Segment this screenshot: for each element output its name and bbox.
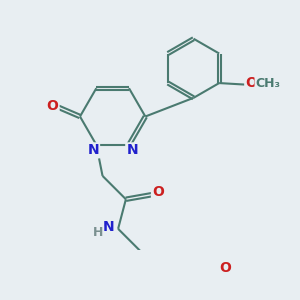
Text: N: N — [126, 143, 138, 158]
Text: N: N — [87, 143, 99, 158]
Text: CH₃: CH₃ — [256, 76, 280, 90]
Text: O: O — [152, 185, 164, 199]
Text: O: O — [47, 99, 58, 112]
Text: N: N — [102, 220, 114, 234]
Text: O: O — [219, 261, 231, 275]
Text: O: O — [245, 76, 257, 90]
Text: H: H — [93, 226, 103, 239]
